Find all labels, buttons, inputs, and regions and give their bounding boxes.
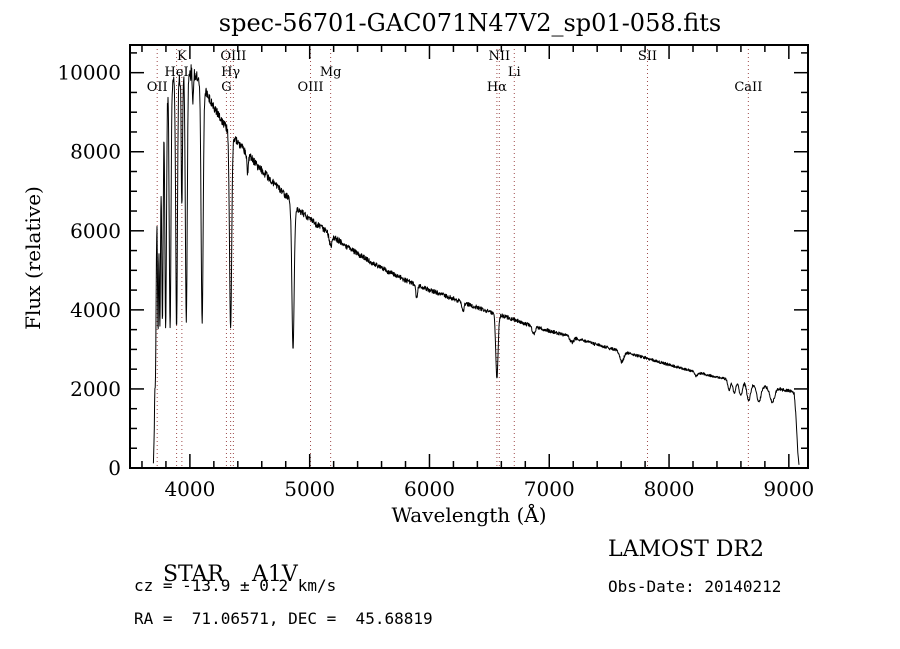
spectral-marker-label: Hα [487,80,507,95]
x-tick-label: 8000 [644,477,695,501]
x-tick-label: 6000 [404,477,455,501]
spectrum-plot: spec-56701-GAC071N47V2_sp01-058.fits Flu… [21,9,814,527]
x-tick-label: 5000 [284,477,335,501]
spectral-marker-label: Hγ [221,65,240,80]
obs-date-text: Obs-Date: 20140212 [608,577,782,596]
spectrum-trace [152,64,800,465]
y-tick-label: 6000 [70,219,121,243]
object-type: STAR [162,562,224,587]
radial-velocity-text: cz = -13.9 ± 0.2 km/s [134,576,337,595]
spectral-marker-lines [156,45,749,468]
y-tick-label: 4000 [70,298,121,322]
x-tick-label: 7000 [524,477,575,501]
spectral-subclass: A1V [251,562,298,587]
spectrum-path [152,64,800,465]
x-axis-label: Wavelength (Å) [391,502,546,527]
spectral-marker-label: SII [638,49,657,64]
spectral-marker-label: OIII [220,49,246,64]
ra-dec-text: RA = 71.06571, DEC = 45.68819 [134,609,433,628]
spectral-marker-label: K [177,49,187,64]
plot-frame [129,44,809,469]
object-type-and-subclass: STAR A1V [135,537,298,612]
y-axis-label: Flux (relative) [21,186,45,330]
y-tick-label: 2000 [70,377,121,401]
axis-tick-labels: 4000 5000 6000 7000 8000 9000 0 2000 4000 6000 800… [57,61,814,501]
axis-ticks [130,45,808,469]
x-tick-label: 9000 [763,477,814,501]
spectral-marker-label: HeI [165,65,189,80]
plot-title: spec-56701-GAC071N47V2_sp01-058.fits [219,9,721,37]
spectral-marker-label: Li [508,65,521,80]
spectral-marker-label: Mg [320,65,342,80]
spectral-marker-label: NII [488,49,510,64]
y-tick-label: 10000 [57,61,121,85]
y-tick-label: 8000 [70,140,121,164]
y-tick-label: 0 [108,456,121,480]
spectral-marker-label: CaII [734,80,762,95]
spectral-marker-label: OIII [297,80,323,95]
spectral-marker-label: OII [147,80,168,95]
plot-border [129,44,809,469]
survey-name: LAMOST DR2 [608,537,764,562]
spectral-marker-label: G [221,80,231,95]
x-tick-label: 4000 [164,477,215,501]
